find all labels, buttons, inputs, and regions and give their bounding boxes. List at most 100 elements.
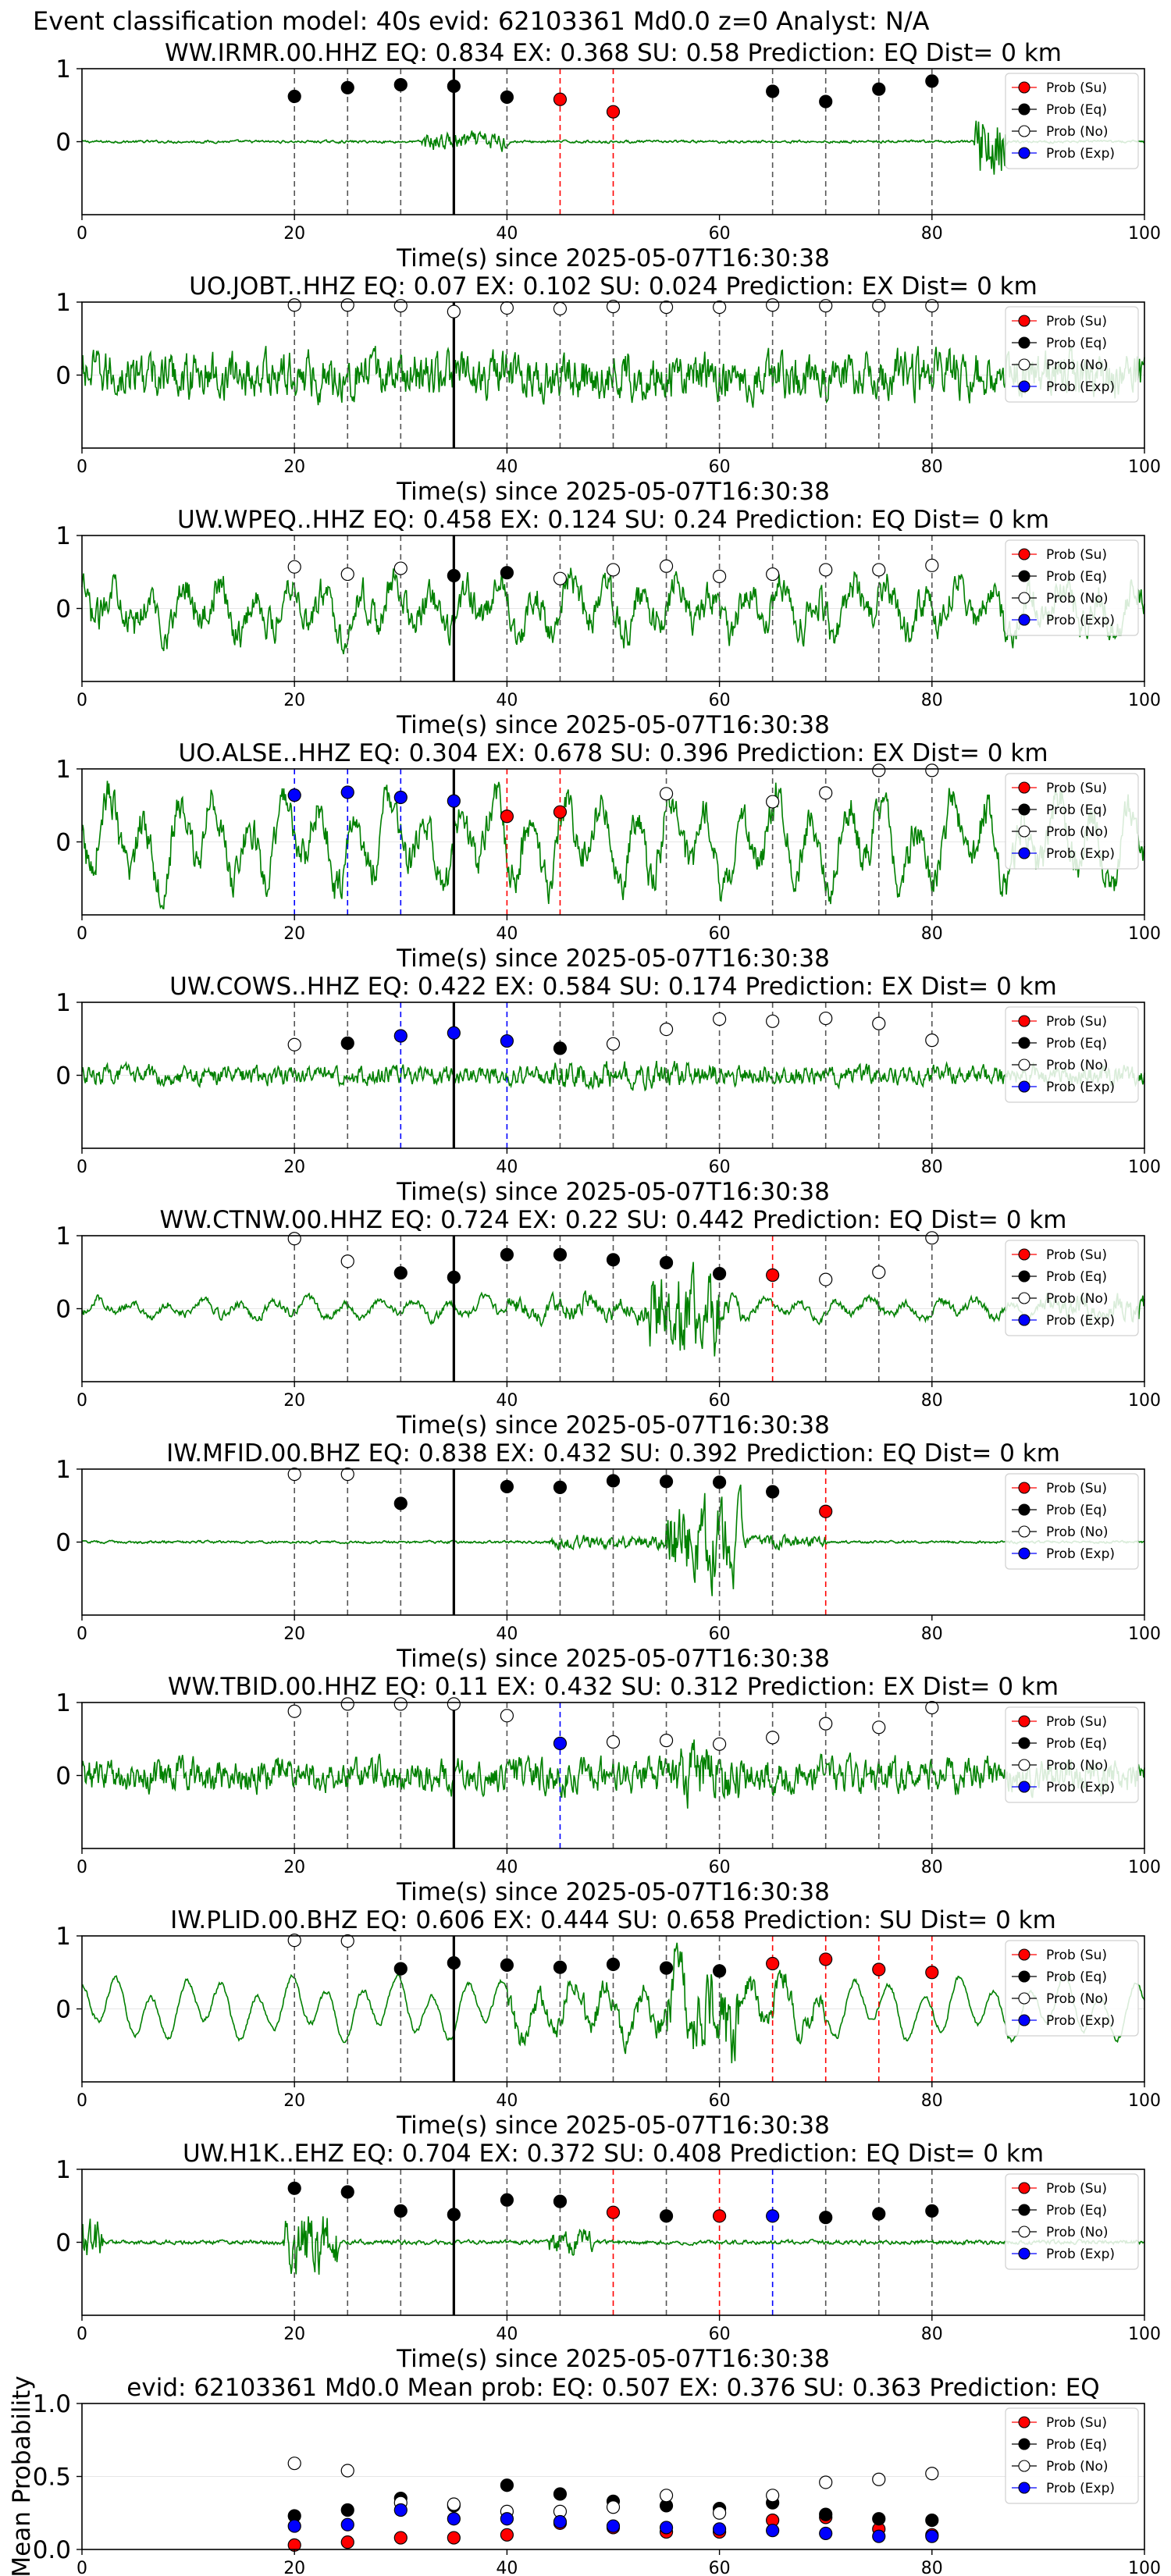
prob-marker-eq	[872, 82, 886, 96]
legend-marker-exp	[1018, 1781, 1030, 1793]
prob-marker-eq	[340, 2185, 354, 2199]
panel-3: UO.ALSE..HHZ EQ: 0.304 EX: 0.678 SU: 0.3…	[55, 739, 1161, 973]
x-tick-label: 60	[709, 2325, 731, 2344]
x-tick-label: 20	[283, 2325, 305, 2344]
x-tick-label: 100	[1128, 1858, 1161, 1877]
x-tick-label: 40	[496, 457, 518, 477]
prob-marker-no	[766, 795, 780, 809]
prob-marker-eq	[925, 74, 939, 88]
x-tick-label: 40	[496, 1158, 518, 1177]
prob-marker-no	[500, 301, 514, 315]
prob-marker-exp	[447, 794, 461, 808]
prob-marker-eq	[287, 2181, 301, 2195]
prob-marker-no	[872, 1720, 886, 1735]
legend-label: Prob (Su)	[1046, 547, 1107, 563]
prob-marker-su	[553, 805, 568, 819]
prob-marker-eq	[500, 1479, 514, 1494]
prob-marker-eq	[766, 1485, 780, 1499]
prob-marker-no	[712, 569, 727, 583]
prob-marker-eq	[393, 1962, 408, 1976]
panel-7: WW.TBID.00.HHZ EQ: 0.11 EX: 0.432 SU: 0.…	[55, 1673, 1161, 1906]
prob-marker-no	[819, 1717, 833, 1731]
mean-prob-marker-exp	[393, 2503, 408, 2517]
x-tick-label: 80	[921, 224, 943, 244]
prob-marker-no	[340, 1697, 354, 1711]
prob-marker-no	[819, 299, 833, 313]
mean-prob-marker-exp	[287, 2519, 301, 2533]
panel-8: IW.PLID.00.BHZ EQ: 0.606 EX: 0.444 SU: 0…	[55, 1906, 1161, 2140]
prob-marker-eq	[766, 84, 780, 98]
mean-prob-marker-exp	[447, 2512, 461, 2526]
prob-marker-eq	[553, 1247, 568, 1261]
panel-title: IW.MFID.00.BHZ EQ: 0.838 EX: 0.432 SU: 0…	[166, 1439, 1060, 1468]
prob-marker-eq	[925, 2204, 939, 2218]
prob-marker-no	[606, 300, 621, 314]
legend-marker-eq	[1018, 1270, 1030, 1283]
legend-marker-exp	[1018, 2482, 1030, 2494]
legend: Prob (Su) Prob (Eq) Prob (No) Prob (Exp)	[1005, 306, 1139, 403]
legend-marker-no	[1018, 1059, 1030, 1071]
prob-marker-no	[766, 1014, 780, 1028]
prob-marker-eq	[819, 2211, 833, 2225]
prob-marker-no	[393, 1697, 408, 1711]
legend-label: Prob (Su)	[1046, 1247, 1107, 1263]
prob-marker-eq	[447, 568, 461, 583]
x-tick-label: 60	[709, 224, 731, 244]
prob-marker-no	[819, 1272, 833, 1286]
x-tick-label: 0	[77, 2325, 87, 2344]
prob-marker-eq	[712, 1475, 727, 1489]
x-axis-label: Time(s) since 2025-05-07T16:30:38	[396, 478, 830, 506]
legend: Prob (Su) Prob (Eq) Prob (No) Prob (Exp)	[1005, 539, 1139, 636]
x-tick-label: 0	[77, 2559, 87, 2576]
x-tick-label: 100	[1128, 457, 1161, 477]
legend-label: Prob (No)	[1046, 1291, 1109, 1307]
legend-marker-eq	[1018, 1503, 1030, 1516]
legend-marker-su	[1018, 548, 1030, 560]
prob-marker-no	[659, 300, 674, 315]
legend-label: Prob (Su)	[1046, 2181, 1107, 2197]
x-tick-label: 40	[496, 1391, 518, 1411]
legend-label: Prob (Su)	[1046, 314, 1107, 329]
waveform	[81, 1942, 1145, 2064]
legend-label: Prob (Eq)	[1046, 336, 1107, 351]
prob-marker-no	[872, 1265, 886, 1279]
x-tick-label: 20	[283, 691, 305, 710]
mean-prob-marker-exp	[659, 2521, 674, 2535]
x-tick-label: 40	[496, 1624, 518, 1644]
legend: Prob (Su) Prob (Eq) Prob (No) Prob (Exp)	[1005, 1006, 1139, 1103]
legend-label: Prob (No)	[1046, 2225, 1109, 2240]
legend-label: Prob (No)	[1046, 1058, 1109, 1073]
legend-marker-no	[1018, 1992, 1030, 2005]
waveform	[81, 1484, 1145, 1596]
x-tick-label: 20	[283, 1624, 305, 1644]
prob-marker-eq	[872, 2207, 886, 2221]
mean-prob-marker-no	[606, 2500, 621, 2514]
x-tick-label: 80	[921, 1624, 943, 1644]
x-tick-label: 60	[709, 2091, 731, 2111]
legend-label: Prob (Eq)	[1046, 1736, 1107, 1752]
prob-marker-no	[766, 1731, 780, 1745]
legend-label: Prob (No)	[1046, 591, 1109, 607]
x-axis-label: Time(s) since 2025-05-07T16:30:38	[396, 1878, 830, 1906]
legend-label: Prob (Exp)	[1046, 2481, 1115, 2496]
mean-prob-marker-su	[447, 2531, 461, 2545]
mean-prob-marker-no	[340, 2464, 354, 2478]
panel-10: evid: 62103361 Md0.0 Mean prob: EQ: 0.50…	[8, 2374, 1161, 2576]
x-tick-label: 60	[709, 1858, 731, 1877]
prob-marker-no	[925, 558, 939, 572]
legend-marker-eq	[1018, 103, 1030, 116]
x-tick-label: 20	[283, 1391, 305, 1411]
x-tick-label: 20	[283, 224, 305, 244]
prob-marker-no	[287, 1704, 301, 1718]
prob-marker-no	[340, 298, 354, 312]
x-tick-label: 20	[283, 2091, 305, 2111]
mean-prob-marker-no	[447, 2497, 461, 2511]
mean-prob-marker-eq	[872, 2512, 886, 2526]
prob-marker-eq	[553, 1041, 568, 1055]
panel-2: UW.WPEQ..HHZ EQ: 0.458 EX: 0.124 SU: 0.2…	[55, 506, 1161, 739]
waveform	[81, 120, 1145, 175]
mean-prob-marker-exp	[766, 2524, 780, 2538]
x-tick-label: 80	[921, 2559, 943, 2576]
prob-marker-no	[606, 563, 621, 577]
legend-box	[1005, 73, 1139, 169]
